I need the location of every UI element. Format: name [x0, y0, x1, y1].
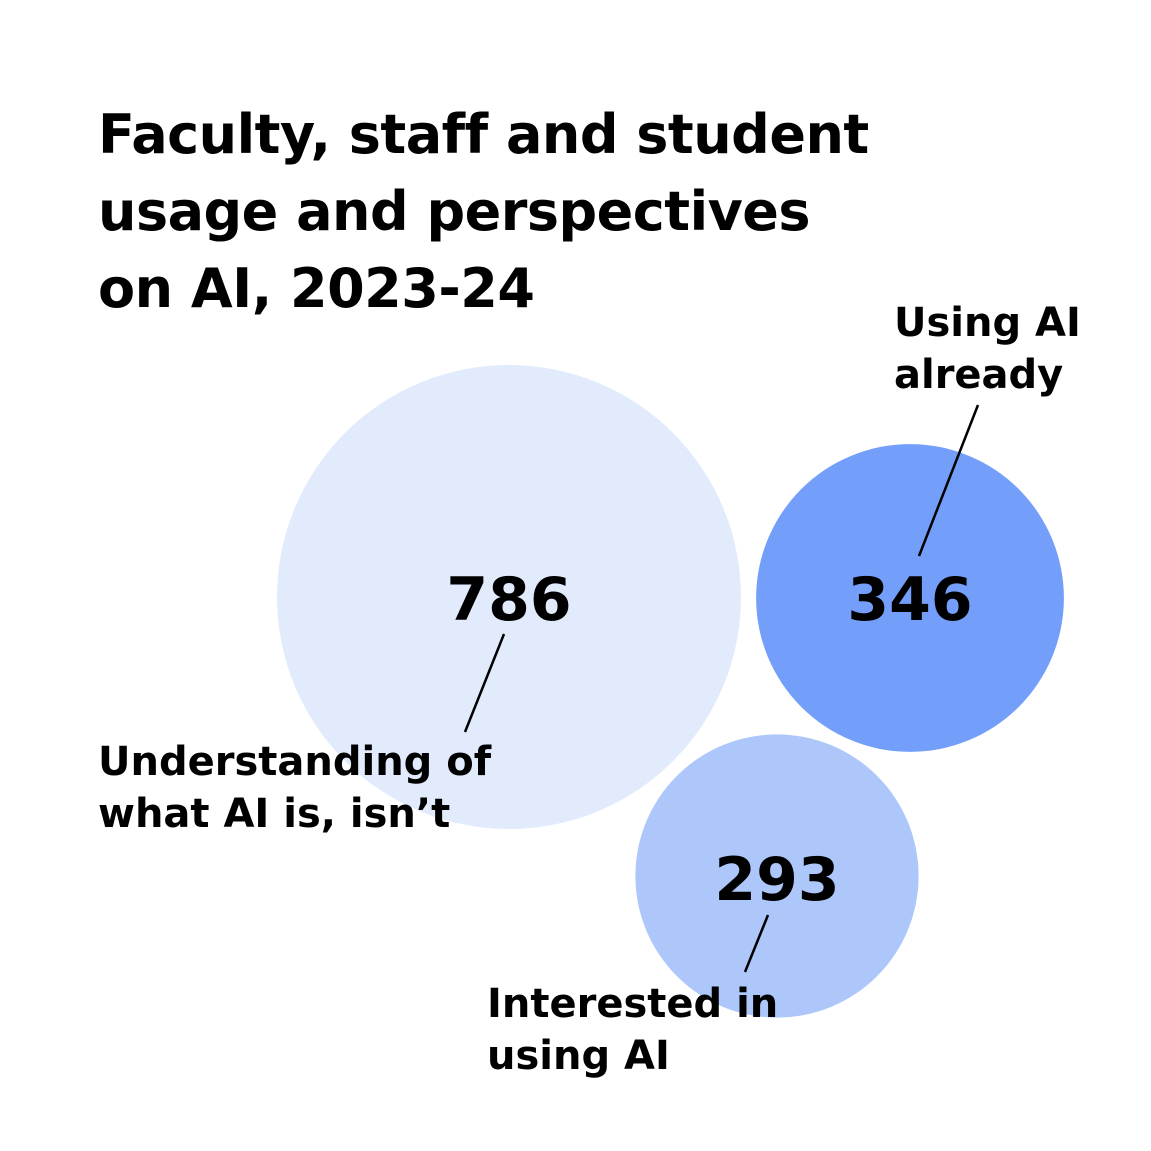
bubble-2: [756, 444, 1064, 752]
bubble-category-label-line: what AI is, isn’t: [98, 791, 450, 837]
leader-line: [743, 914, 770, 973]
bubble-value-label: 346: [847, 565, 972, 635]
chart-title: Faculty, staff and student usage and per…: [98, 96, 1098, 327]
bubble-category-label-line: Understanding of: [98, 739, 492, 785]
bubble-value-label: 293: [714, 845, 839, 915]
chart-title-line: Faculty, staff and student: [98, 103, 869, 166]
bubble-3: [635, 734, 919, 1018]
bubble-category-label: Interested in using AI: [487, 981, 778, 1079]
bubble-1: [277, 365, 741, 829]
bubble-category-label-line: using AI: [487, 1033, 670, 1079]
leader-line: [917, 404, 980, 557]
bubble-category-label-line: already: [894, 352, 1063, 398]
bubble-category-label: Using AI already: [894, 300, 1081, 398]
leader-line: [463, 633, 506, 733]
chart-title-line: on AI, 2023-24: [98, 257, 535, 320]
bubble-category-label: Understanding of what AI is, isn’t: [98, 739, 492, 837]
bubble-category-label-line: Using AI: [894, 300, 1081, 346]
bubble-value-label: 786: [446, 565, 571, 635]
chart-title-line: usage and perspectives: [98, 180, 811, 243]
bubble-category-label-line: Interested in: [487, 981, 778, 1027]
